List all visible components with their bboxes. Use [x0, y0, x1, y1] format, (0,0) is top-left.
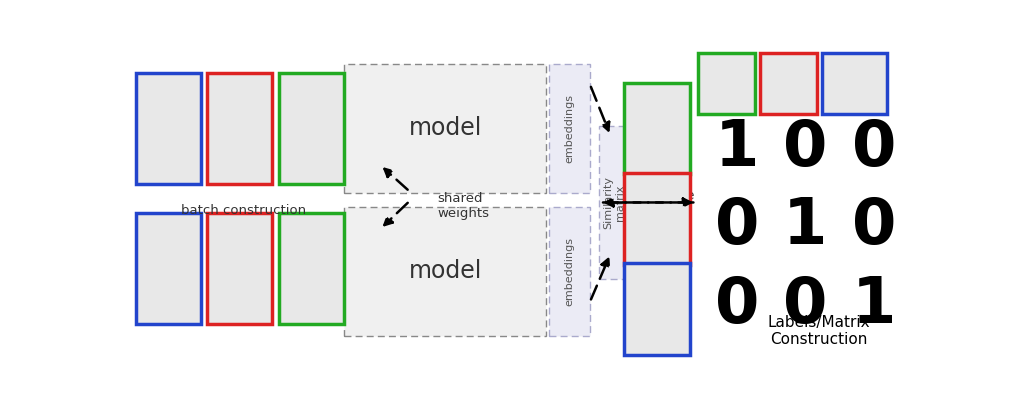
Text: embeddings: embeddings — [564, 237, 574, 306]
Bar — [344, 64, 546, 193]
Text: 1: 1 — [852, 274, 896, 336]
Text: shared
weights: shared weights — [437, 191, 489, 220]
Text: model: model — [409, 116, 482, 140]
Bar — [207, 213, 272, 324]
Bar — [821, 53, 887, 114]
Bar — [760, 53, 817, 114]
Bar — [136, 213, 201, 324]
Bar — [279, 213, 344, 324]
Text: batch construction: batch construction — [180, 204, 305, 217]
Bar — [549, 207, 590, 336]
Text: Similarity
matrix: Similarity matrix — [604, 176, 626, 229]
Text: 0: 0 — [715, 274, 759, 336]
Text: 0: 0 — [715, 195, 759, 257]
Text: 0: 0 — [782, 274, 827, 336]
Bar — [344, 207, 546, 336]
Bar — [624, 173, 690, 265]
Text: 1: 1 — [782, 195, 827, 257]
Text: 1: 1 — [715, 117, 759, 179]
Bar — [624, 263, 690, 355]
Text: Labels/Matrix
Construction: Labels/Matrix Construction — [767, 315, 869, 347]
Bar — [624, 83, 690, 175]
Text: model: model — [409, 259, 482, 283]
Bar — [599, 126, 631, 279]
Text: 0: 0 — [782, 117, 827, 179]
Text: compare: compare — [636, 189, 694, 202]
Bar — [136, 74, 201, 184]
Text: embeddings: embeddings — [564, 94, 574, 163]
Bar — [279, 74, 344, 184]
Text: 0: 0 — [852, 195, 896, 257]
Bar — [697, 53, 755, 114]
Bar — [207, 74, 272, 184]
Bar — [549, 64, 590, 193]
Text: 0: 0 — [852, 117, 896, 179]
